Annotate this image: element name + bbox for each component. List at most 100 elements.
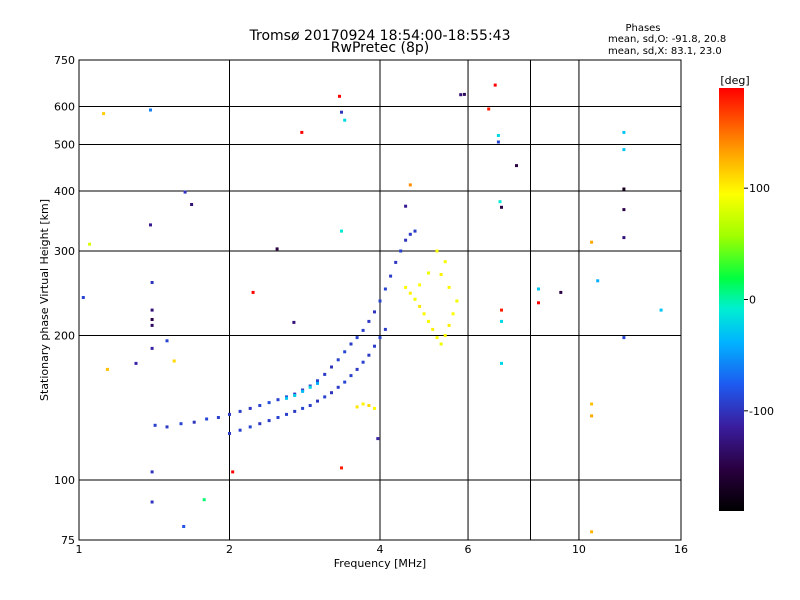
data-point xyxy=(515,164,518,168)
y-axis-title: Stationary phase Virtual Height [km] xyxy=(38,199,51,401)
data-point xyxy=(336,358,340,362)
data-point xyxy=(451,312,455,316)
data-point xyxy=(182,525,186,528)
data-point xyxy=(435,336,439,340)
data-point xyxy=(330,391,333,395)
data-point xyxy=(293,394,297,397)
colorbar-tick-label: 100 xyxy=(749,182,770,195)
data-point xyxy=(343,380,347,384)
data-point xyxy=(427,271,430,275)
colorbar-label: [deg] xyxy=(720,74,749,87)
x-tick-label: 16 xyxy=(674,543,688,556)
data-point xyxy=(622,236,626,240)
data-point xyxy=(404,204,408,208)
data-point xyxy=(308,404,312,407)
data-point xyxy=(422,312,426,316)
data-point xyxy=(258,404,262,407)
data-point xyxy=(258,422,262,426)
data-point xyxy=(301,389,305,393)
data-point xyxy=(316,379,319,383)
x-tick-label: 6 xyxy=(465,543,472,556)
data-point xyxy=(408,232,412,236)
data-point xyxy=(389,274,393,278)
data-point xyxy=(408,291,412,295)
data-point xyxy=(228,432,231,435)
data-point xyxy=(349,374,353,378)
data-point xyxy=(590,402,594,406)
data-point xyxy=(248,425,252,429)
data-point xyxy=(622,187,626,191)
data-point xyxy=(300,130,304,134)
data-point xyxy=(367,353,371,357)
data-point xyxy=(338,94,341,98)
data-point xyxy=(404,238,408,242)
data-point xyxy=(340,466,343,470)
y-tick-label: 300 xyxy=(54,245,75,258)
y-tick-label: 200 xyxy=(54,330,75,343)
data-point xyxy=(418,283,422,287)
data-point xyxy=(228,412,231,416)
data-point xyxy=(498,200,502,204)
data-point xyxy=(267,401,271,405)
data-point xyxy=(462,92,466,96)
data-point xyxy=(622,336,626,340)
data-point xyxy=(622,130,626,134)
data-point xyxy=(150,308,154,312)
data-point xyxy=(276,398,280,402)
data-point xyxy=(487,107,491,111)
colorbar xyxy=(719,88,744,511)
colorbar-tick-label: -100 xyxy=(749,405,774,418)
y-tick-label: 75 xyxy=(61,534,75,547)
data-point xyxy=(361,328,365,332)
data-point xyxy=(622,148,626,152)
data-point xyxy=(150,323,154,327)
data-point xyxy=(323,395,327,399)
data-point xyxy=(216,416,220,419)
data-point xyxy=(293,409,297,413)
x-tick-label: 1 xyxy=(76,543,83,556)
data-point xyxy=(496,134,500,137)
x-tick-label: 2 xyxy=(226,543,233,556)
data-point xyxy=(455,299,459,303)
grid-lines xyxy=(79,59,682,541)
data-point xyxy=(267,419,271,423)
data-point xyxy=(361,360,365,364)
data-point xyxy=(316,399,319,403)
data-point xyxy=(202,498,206,502)
x-tick-label: 4 xyxy=(377,543,384,556)
stats-o-line: mean, sd,O: -91.8, 20.8 xyxy=(608,34,726,45)
data-point xyxy=(355,405,359,409)
data-point xyxy=(443,260,447,264)
data-point xyxy=(443,334,447,337)
data-point xyxy=(275,247,279,251)
data-point xyxy=(500,205,503,209)
data-point xyxy=(493,83,497,87)
data-point xyxy=(81,296,85,299)
data-point xyxy=(88,242,92,246)
x-tick-label: 10 xyxy=(572,543,586,556)
data-point xyxy=(378,336,382,340)
data-point xyxy=(590,530,594,534)
x-axis-ticks: 1 2 4 6 10 16 xyxy=(76,543,689,556)
data-point xyxy=(231,470,235,474)
data-point xyxy=(165,425,169,429)
chart-subtitle: RwPretec (8p) xyxy=(331,40,429,56)
data-point xyxy=(190,203,194,206)
y-axis-ticks: 750 600 500 400 300 200 100 75 xyxy=(54,54,75,547)
data-point xyxy=(172,359,176,363)
data-point xyxy=(150,281,154,284)
data-point xyxy=(367,404,371,407)
data-point xyxy=(383,287,387,291)
data-point xyxy=(439,273,443,276)
stats-header: Phases xyxy=(625,23,660,34)
data-point xyxy=(179,422,183,426)
data-point xyxy=(292,320,296,324)
data-point xyxy=(150,346,154,350)
stats-x-line: mean, sd,X: 83.1, 23.0 xyxy=(608,46,722,57)
data-point xyxy=(378,299,382,303)
data-point xyxy=(323,372,327,376)
chart-title: Tromsø 20170924 18:54:00-18:55:43 xyxy=(249,28,511,44)
data-point xyxy=(355,367,359,371)
data-point xyxy=(340,110,343,114)
